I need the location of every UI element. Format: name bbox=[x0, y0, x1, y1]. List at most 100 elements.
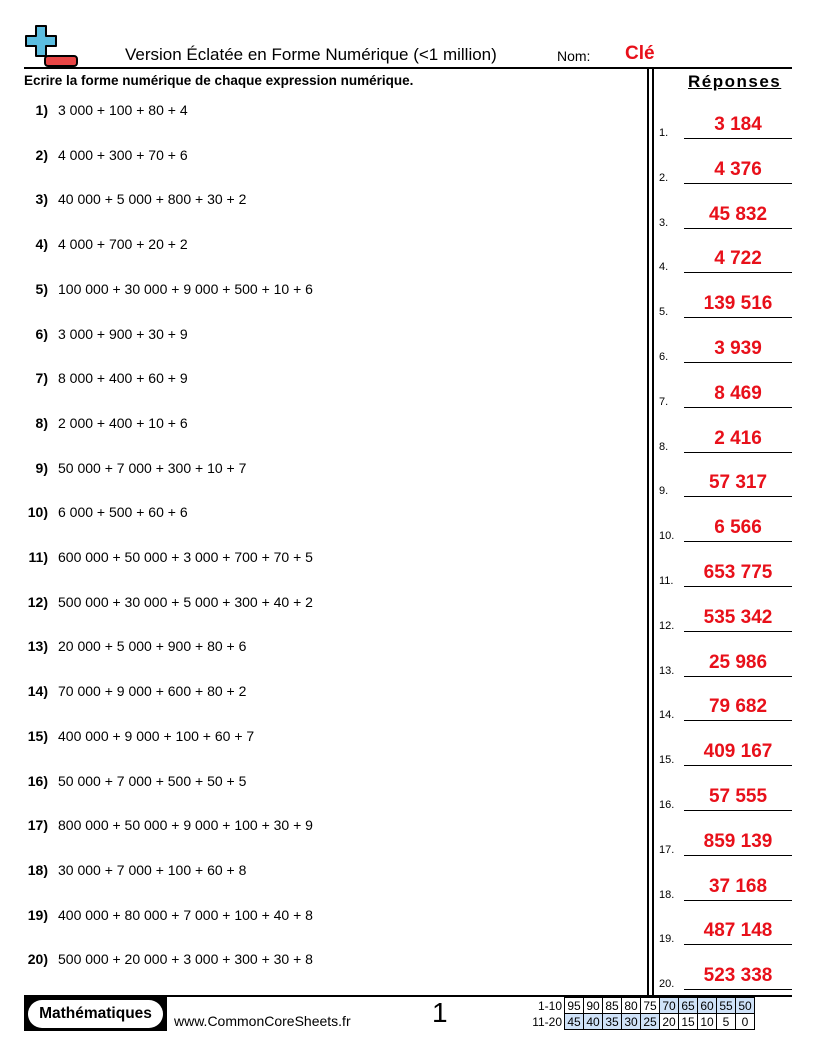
problem-expression: 600 000 + 50 000 + 3 000 + 700 + 70 + 5 bbox=[58, 549, 313, 565]
problem-expression: 30 000 + 7 000 + 100 + 60 + 8 bbox=[58, 861, 247, 878]
answer-number: 19. bbox=[659, 933, 675, 946]
score-row-label: 1-10 bbox=[537, 998, 562, 1013]
problem-item: 17) 800 000 + 50 000 + 9 000 + 100 + 30 +… bbox=[24, 817, 313, 833]
answer-value: 3 939 bbox=[714, 338, 762, 359]
answer-item: 20. 523 338 bbox=[659, 960, 792, 991]
score-cell: 15 bbox=[678, 1013, 698, 1030]
problem-number: 12) bbox=[27, 593, 48, 610]
answer-line bbox=[684, 227, 792, 229]
problem-expression: 400 000 + 9 000 + 100 + 60 + 7 bbox=[58, 727, 255, 744]
answer-item: 9. 57 317 bbox=[659, 467, 792, 498]
problem-number: 6) bbox=[35, 325, 48, 342]
answer-number: 1. bbox=[659, 127, 669, 139]
score-cell: 5 bbox=[716, 1013, 736, 1030]
answer-line bbox=[684, 899, 792, 901]
answer-line bbox=[684, 362, 792, 363]
problem-item: 14) 70 000 + 9 000 + 600 + 80 + 2 bbox=[24, 683, 247, 699]
answer-line bbox=[684, 630, 792, 632]
problem-expression: 40 000 + 5 000 + 800 + 30 + 2 bbox=[58, 191, 247, 208]
problem-item: 13) 20 000 + 5 000 + 900 + 80 + 6 bbox=[24, 638, 247, 655]
score-cell: 65 bbox=[678, 997, 698, 1014]
score-cell: 50 bbox=[735, 997, 755, 1014]
problem-item: 5) 100 000 + 30 000 + 9 000 + 500 + 10 + … bbox=[24, 281, 313, 297]
problem-expression: 500 000 + 30 000 + 5 000 + 300 + 40 + 2 bbox=[58, 593, 313, 610]
problem-number: 4) bbox=[35, 236, 48, 253]
answer-item: 18. 37 168 bbox=[659, 871, 792, 901]
answer-item: 15. 409 167 bbox=[659, 736, 792, 767]
answer-number: 13. bbox=[659, 664, 675, 677]
answer-line bbox=[684, 854, 792, 856]
problem-item: 4) 4 000 + 700 + 20 + 2 bbox=[24, 236, 188, 252]
plus-minus-icon bbox=[25, 25, 78, 67]
answer-number: 7. bbox=[659, 395, 669, 408]
answer-number: 18. bbox=[659, 888, 675, 901]
answer-item: 7. 8 469 bbox=[659, 378, 792, 408]
problem-item: 11) 600 000 + 50 000 + 3 000 + 700 + 70 +… bbox=[24, 549, 313, 565]
answer-value: 2 416 bbox=[714, 427, 762, 449]
answer-value: 409 167 bbox=[703, 741, 773, 763]
answer-item: 1. 3 184 bbox=[659, 109, 792, 139]
problem-number: 13) bbox=[27, 638, 48, 655]
answer-value: 4 722 bbox=[714, 248, 762, 270]
answer-number: 3. bbox=[659, 216, 669, 229]
answer-value: 523 338 bbox=[703, 965, 773, 987]
answer-value: 8 469 bbox=[714, 382, 762, 404]
score-row: 1-10 95 90 85 80 75 70 65 60 55 50 bbox=[528, 997, 755, 1014]
score-cell: 40 bbox=[583, 1013, 603, 1030]
answer-number: 12. bbox=[659, 619, 675, 632]
score-row: 11-20 45 40 35 30 25 20 15 10 5 0 bbox=[528, 1013, 755, 1030]
score-cell: 45 bbox=[564, 1013, 584, 1030]
page-number: 1 bbox=[432, 997, 448, 1028]
answer-number: 16. bbox=[659, 799, 675, 811]
problem-number: 11) bbox=[28, 549, 48, 565]
answer-item: 13. 25 986 bbox=[659, 647, 792, 677]
answer-line bbox=[684, 586, 792, 587]
answer-value: 859 139 bbox=[703, 830, 773, 852]
problem-item: 6) 3 000 + 900 + 30 + 9 bbox=[24, 326, 188, 342]
problem-number: 5) bbox=[35, 280, 48, 297]
problem-expression: 3 000 + 900 + 30 + 9 bbox=[58, 325, 188, 342]
answer-line bbox=[684, 675, 792, 677]
answer-item: 12. 535 342 bbox=[659, 602, 792, 632]
problem-number: 9) bbox=[35, 459, 48, 476]
problem-number: 17) bbox=[27, 817, 48, 834]
problem-number: 19) bbox=[27, 906, 48, 923]
problem-item: 9) 50 000 + 7 000 + 300 + 10 + 7 bbox=[24, 459, 247, 476]
answer-number: 14. bbox=[659, 709, 675, 722]
problem-number: 18) bbox=[27, 861, 48, 878]
problem-number: 16) bbox=[27, 772, 48, 789]
answer-item: 2. 4 376 bbox=[659, 154, 792, 184]
score-cell: 60 bbox=[697, 997, 717, 1014]
problem-number: 20) bbox=[27, 951, 48, 968]
answer-value: 45 832 bbox=[708, 203, 768, 225]
header-divider bbox=[24, 67, 792, 69]
answer-value: 487 148 bbox=[703, 920, 773, 942]
score-cell: 0 bbox=[735, 1013, 755, 1030]
problem-item: 18) 30 000 + 7 000 + 100 + 60 + 8 bbox=[24, 861, 247, 878]
subject-badge-label: Mathématiques bbox=[28, 1000, 163, 1028]
problem-number: 7) bbox=[35, 370, 48, 387]
problem-expression: 500 000 + 20 000 + 3 000 + 300 + 30 + 8 bbox=[58, 951, 313, 968]
answer-number: 6. bbox=[659, 351, 669, 363]
answer-number: 4. bbox=[659, 261, 669, 274]
answer-line bbox=[684, 720, 792, 722]
answer-value: 6 566 bbox=[714, 517, 762, 539]
column-divider bbox=[647, 69, 649, 995]
answer-line bbox=[684, 182, 792, 184]
answer-line bbox=[684, 317, 792, 319]
problem-item: 8) 2 000 + 400 + 10 + 6 bbox=[24, 415, 188, 431]
answer-line bbox=[684, 944, 792, 946]
answer-value: 4 376 bbox=[714, 158, 762, 180]
answer-number: 5. bbox=[659, 306, 669, 319]
score-cell: 70 bbox=[659, 997, 679, 1014]
problem-expression: 4 000 + 700 + 20 + 2 bbox=[58, 236, 188, 253]
subject-badge: Mathématiques bbox=[24, 997, 167, 1031]
problem-item: 7) 8 000 + 400 + 60 + 9 bbox=[24, 370, 188, 386]
answer-line bbox=[684, 496, 792, 498]
problem-item: 2) 4 000 + 300 + 70 + 6 bbox=[24, 147, 188, 163]
problem-item: 10) 6 000 + 500 + 60 + 6 bbox=[24, 504, 188, 520]
score-cell: 20 bbox=[659, 1013, 679, 1030]
answer-value: 3 184 bbox=[714, 114, 762, 135]
score-cell: 10 bbox=[697, 1013, 717, 1030]
answer-line bbox=[684, 989, 792, 991]
